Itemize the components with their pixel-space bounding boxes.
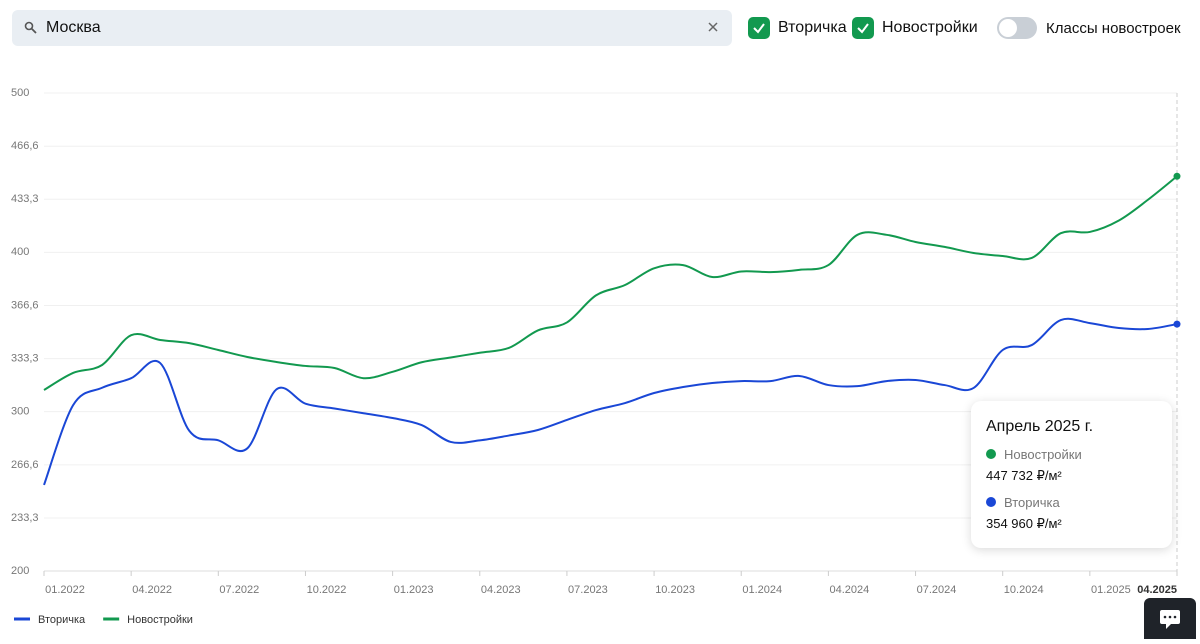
y-tick-label: 200 (11, 565, 29, 577)
tooltip-title: Апрель 2025 г. (986, 418, 1094, 435)
chat-button[interactable] (1144, 598, 1196, 639)
checkbox[interactable]: Новостройки (852, 16, 978, 40)
hover-dot (1173, 320, 1181, 328)
legend-label: Вторичка (38, 614, 86, 626)
x-tick-label: 01.2024 (742, 584, 782, 596)
x-tick-label: 10.2023 (655, 584, 695, 596)
series-line (43, 175, 1178, 391)
tooltip-item: Вторичка 354 960 ₽/м² (986, 495, 1062, 532)
x-tick-label: 04.2024 (830, 584, 870, 596)
x-tick-label: 01.2023 (394, 584, 434, 596)
tooltip-item: Новостройки 447 732 ₽/м² (986, 447, 1082, 484)
toggle[interactable]: Классы новостроек (997, 16, 1181, 40)
y-tick-label: 433,3 (11, 193, 39, 205)
x-tick-label: 07.2023 (568, 584, 608, 596)
y-tick-label: 366,6 (11, 299, 39, 311)
x-tick-label: 07.2022 (219, 584, 259, 596)
tooltip-name: Новостройки (1004, 447, 1082, 462)
x-tick-label: 10.2022 (307, 584, 347, 596)
check-box (748, 17, 770, 39)
checkbox[interactable]: Вторичка (748, 16, 847, 40)
tooltip: Апрель 2025 г. Новостройки 447 732 ₽/м² В… (971, 401, 1172, 548)
x-tick-label: 10.2024 (1004, 584, 1044, 596)
x-tick-label: 04.2023 (481, 584, 521, 596)
clear-button[interactable] (706, 20, 720, 34)
check-box (852, 17, 874, 39)
x-tick-label: 07.2024 (917, 584, 957, 596)
hover-dot (1173, 172, 1181, 180)
x-tick-label: 04.2022 (132, 584, 172, 596)
toggle-label: Классы новостроек (1046, 19, 1181, 37)
y-tick-label: 300 (11, 406, 29, 418)
series-line (43, 317, 1178, 486)
switch (997, 17, 1037, 39)
x-tick-label: 01.2025 (1091, 584, 1131, 596)
y-tick-label: 233,3 (11, 512, 39, 524)
tooltip-value: 354 960 ₽/м² (986, 516, 1062, 531)
y-tick-label: 500 (11, 87, 29, 99)
search-text: Москва (46, 19, 101, 36)
checkbox-label: Новостройки (882, 19, 978, 36)
y-tick-label: 466,6 (11, 140, 39, 152)
tooltip-value: 447 732 ₽/м² (986, 468, 1062, 483)
y-tick-label: 333,3 (11, 353, 39, 365)
x-tick-label: 04.2025 (1137, 584, 1177, 596)
search-box[interactable]: Москва (12, 10, 732, 46)
checkbox-label: Вторичка (778, 19, 847, 36)
y-tick-label: 266,6 (11, 459, 39, 471)
y-tick-label: 400 (11, 246, 29, 258)
legend-label: Новостройки (127, 614, 193, 626)
x-tick-label: 01.2022 (45, 584, 85, 596)
tooltip-name: Вторичка (1004, 495, 1060, 510)
search-icon (24, 21, 37, 34)
